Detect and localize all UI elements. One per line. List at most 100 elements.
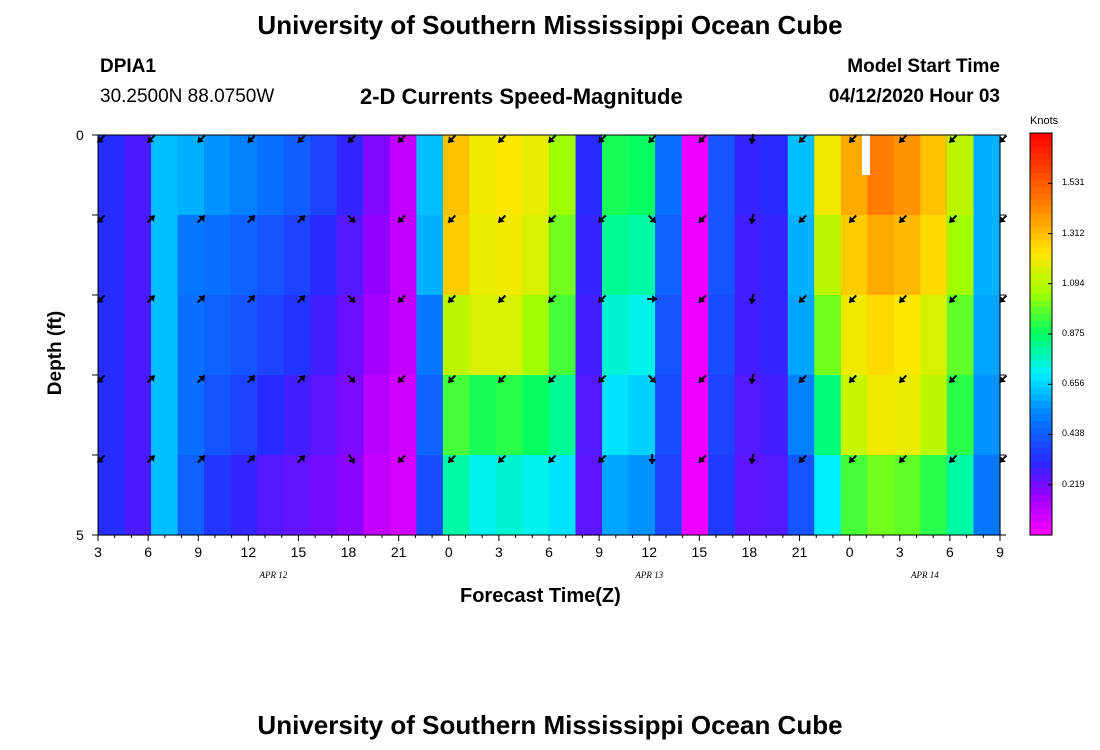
heatmap-cell bbox=[204, 215, 232, 296]
heatmap-cell bbox=[681, 135, 709, 216]
heatmap-cell bbox=[124, 295, 152, 376]
colorbar-swatch bbox=[1030, 528, 1052, 536]
current-arrows bbox=[96, 133, 1008, 465]
heatmap-cell bbox=[655, 375, 683, 456]
current-arrow bbox=[748, 453, 757, 465]
heatmap-cell bbox=[442, 455, 471, 536]
colorbar-swatch bbox=[1030, 394, 1052, 402]
current-arrow bbox=[247, 294, 256, 304]
heatmap-cell bbox=[761, 135, 789, 216]
model-start-time: 04/12/2020 Hour 03 bbox=[828, 86, 1000, 107]
footer-title: University of Southern Mississippi Ocean… bbox=[257, 710, 843, 740]
heatmap-cell bbox=[442, 215, 471, 296]
current-arrow bbox=[647, 374, 657, 384]
x-tick-label: 3 bbox=[94, 544, 102, 560]
current-arrow bbox=[597, 294, 607, 304]
heatmap-cell bbox=[867, 295, 895, 376]
x-tick-label: 15 bbox=[290, 544, 307, 560]
colorbar-swatch bbox=[1030, 501, 1052, 509]
heatmap-cell bbox=[257, 215, 285, 296]
heatmap-cell bbox=[787, 135, 815, 216]
heatmap-cell bbox=[230, 135, 258, 216]
colorbar-swatch bbox=[1030, 347, 1052, 355]
heatmap-cell bbox=[151, 295, 179, 376]
x-tick-label: 21 bbox=[791, 544, 808, 560]
heatmap-cell bbox=[469, 135, 497, 216]
colorbar-swatch bbox=[1030, 293, 1052, 302]
heatmap-cell bbox=[575, 135, 603, 216]
colorbar-swatch bbox=[1030, 280, 1052, 288]
current-arrow bbox=[247, 454, 256, 464]
heatmap-cell bbox=[708, 135, 736, 216]
colorbar-swatch bbox=[1030, 260, 1052, 268]
current-arrow bbox=[547, 214, 557, 224]
heatmap-cell bbox=[734, 215, 762, 296]
heatmap-cell bbox=[549, 295, 577, 376]
heatmap-cell bbox=[787, 295, 815, 376]
heatmap-cell bbox=[840, 215, 868, 296]
current-arrow bbox=[297, 454, 306, 464]
chart-subtitle: 2-D Currents Speed-Magnitude bbox=[360, 84, 683, 109]
colorbar-swatch bbox=[1030, 226, 1052, 235]
heatmap-cell bbox=[734, 455, 762, 536]
missing-data-mark bbox=[862, 135, 870, 175]
heatmap-cell bbox=[177, 455, 205, 536]
current-arrow bbox=[297, 214, 306, 224]
current-arrow bbox=[898, 374, 908, 384]
x-tick-label: 6 bbox=[945, 544, 954, 560]
heatmap-cells bbox=[98, 135, 1001, 536]
current-arrow bbox=[547, 294, 557, 304]
current-arrow bbox=[748, 213, 757, 225]
current-arrow bbox=[597, 214, 607, 224]
x-tick-label: 0 bbox=[845, 544, 854, 560]
heatmap-cell bbox=[124, 455, 152, 536]
heatmap-cell bbox=[522, 295, 550, 376]
heatmap-cell bbox=[257, 135, 285, 216]
heatmap-cell bbox=[946, 455, 975, 536]
heatmap-cell bbox=[363, 295, 391, 376]
current-arrow bbox=[698, 214, 707, 224]
heatmap-cell bbox=[787, 455, 815, 536]
heatmap-cell bbox=[946, 215, 975, 296]
heatmap-cell bbox=[973, 375, 1001, 456]
heatmap-cell bbox=[442, 295, 471, 376]
heatmap-cell bbox=[655, 455, 683, 536]
station-coords: 30.2500N 88.0750W bbox=[100, 86, 275, 107]
x-tick-label: 6 bbox=[144, 544, 152, 560]
current-arrow bbox=[898, 214, 908, 224]
heatmap-cell bbox=[177, 295, 205, 376]
heatmap-cell bbox=[814, 375, 842, 456]
heatmap-cell bbox=[814, 135, 842, 216]
colorbar-swatch bbox=[1030, 367, 1052, 375]
current-arrow bbox=[397, 214, 406, 224]
current-arrow bbox=[447, 134, 457, 144]
heatmap-cell bbox=[363, 375, 391, 456]
page-title: University of Southern Mississippi Ocean… bbox=[257, 10, 843, 40]
current-arrow bbox=[247, 374, 256, 384]
heatmap-cell bbox=[336, 135, 364, 216]
model-start-label: Model Start Time bbox=[847, 56, 1000, 77]
colorbar-swatch bbox=[1030, 461, 1052, 469]
heatmap-cell bbox=[602, 135, 630, 216]
heatmap-cell bbox=[283, 375, 311, 456]
heatmap-cell bbox=[469, 375, 497, 456]
current-arrow bbox=[497, 294, 507, 304]
colorbar-swatch bbox=[1030, 139, 1052, 147]
heatmap-cell bbox=[177, 215, 205, 296]
heatmap-cell bbox=[602, 215, 630, 296]
heatmap-cell bbox=[177, 135, 205, 216]
colorbar-swatch bbox=[1030, 153, 1052, 161]
current-arrow bbox=[698, 294, 707, 304]
heatmap-cell bbox=[708, 215, 736, 296]
colorbar-swatch bbox=[1030, 441, 1052, 449]
colorbar-swatch bbox=[1030, 166, 1052, 174]
x-tick-label: 3 bbox=[494, 544, 503, 560]
x-tick-label: 15 bbox=[691, 544, 708, 560]
current-arrow bbox=[96, 294, 106, 304]
current-arrow bbox=[447, 294, 457, 304]
colorbar-swatch bbox=[1030, 421, 1052, 429]
current-arrow bbox=[998, 134, 1008, 144]
colorbar-tick-label: 0.875 bbox=[1062, 328, 1085, 338]
x-tick-label: 18 bbox=[340, 544, 357, 560]
